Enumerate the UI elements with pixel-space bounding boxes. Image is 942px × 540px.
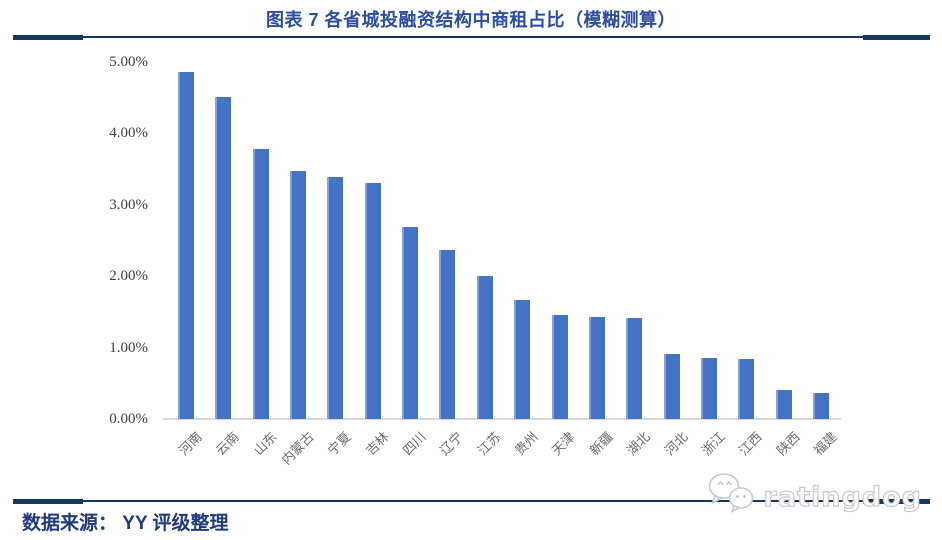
bar-山东 [252,148,269,419]
top-divider-left-cap [13,35,83,40]
bottom-divider-left-cap [13,499,83,504]
y-tick-label: 2.00% [109,268,148,284]
x-tick-label: 浙江 [698,429,728,459]
top-divider-right-cap [863,35,930,40]
bar-浙江 [700,358,717,419]
x-tick-label: 贵州 [511,429,541,459]
bar-江苏 [476,276,493,419]
top-divider-line [13,36,930,38]
x-tick-label: 江西 [735,429,765,459]
bottom-divider-right-cap [863,499,930,504]
bar-福建 [812,392,829,419]
bar-宁夏 [327,176,344,419]
bar-辽宁 [439,250,456,419]
x-axis-line [163,418,841,420]
bar-江西 [738,358,755,419]
x-tick-label: 河北 [661,429,691,459]
y-tick-label: 3.00% [109,196,148,213]
bar-内蒙古 [290,170,307,419]
x-tick-label: 辽宁 [437,429,467,459]
bar-四川 [402,227,419,419]
watermark-text: ratingdog [763,482,922,513]
x-tick-label: 新疆 [586,429,616,459]
bar-天津 [551,314,568,419]
x-tick-label: 内蒙古 [278,429,317,468]
x-tick-label: 河南 [175,429,205,459]
x-tick-label: 四川 [399,429,429,459]
x-tick-label: 湖北 [623,429,653,459]
y-tick-label: 0.00% [109,411,148,427]
ratingdog-watermark: ratingdog [706,471,922,513]
y-tick-label: 1.00% [109,339,148,356]
bar-河南 [178,72,194,419]
bar-云南 [215,96,232,419]
y-tick-label: 4.00% [109,125,148,141]
x-tick-label: 福建 [810,429,840,459]
x-tick-label: 宁夏 [325,429,355,459]
x-tick-label: 陕西 [773,429,803,459]
bar-贵州 [514,300,531,419]
bottom-divider [13,499,930,504]
chart-title: 图表 7 各省城投融资结构中商租占比（模糊测算） [265,10,676,30]
bar-新疆 [588,316,605,419]
top-divider [13,35,930,40]
bar-陕西 [775,389,792,419]
bottom-divider-line [13,500,930,502]
wechat-chat-bubbles-icon [708,473,753,513]
x-tick-label: 江苏 [474,429,504,459]
y-tick-label: 5.00% [109,53,148,70]
bar-湖北 [626,318,643,419]
x-tick-label: 云南 [213,429,243,459]
data-source-note: 数据来源： YY 评级整理 [22,513,229,534]
bar-河北 [663,353,680,419]
x-tick-label: 天津 [549,429,579,459]
x-tick-label: 吉林 [362,429,392,459]
bar-吉林 [364,183,381,419]
